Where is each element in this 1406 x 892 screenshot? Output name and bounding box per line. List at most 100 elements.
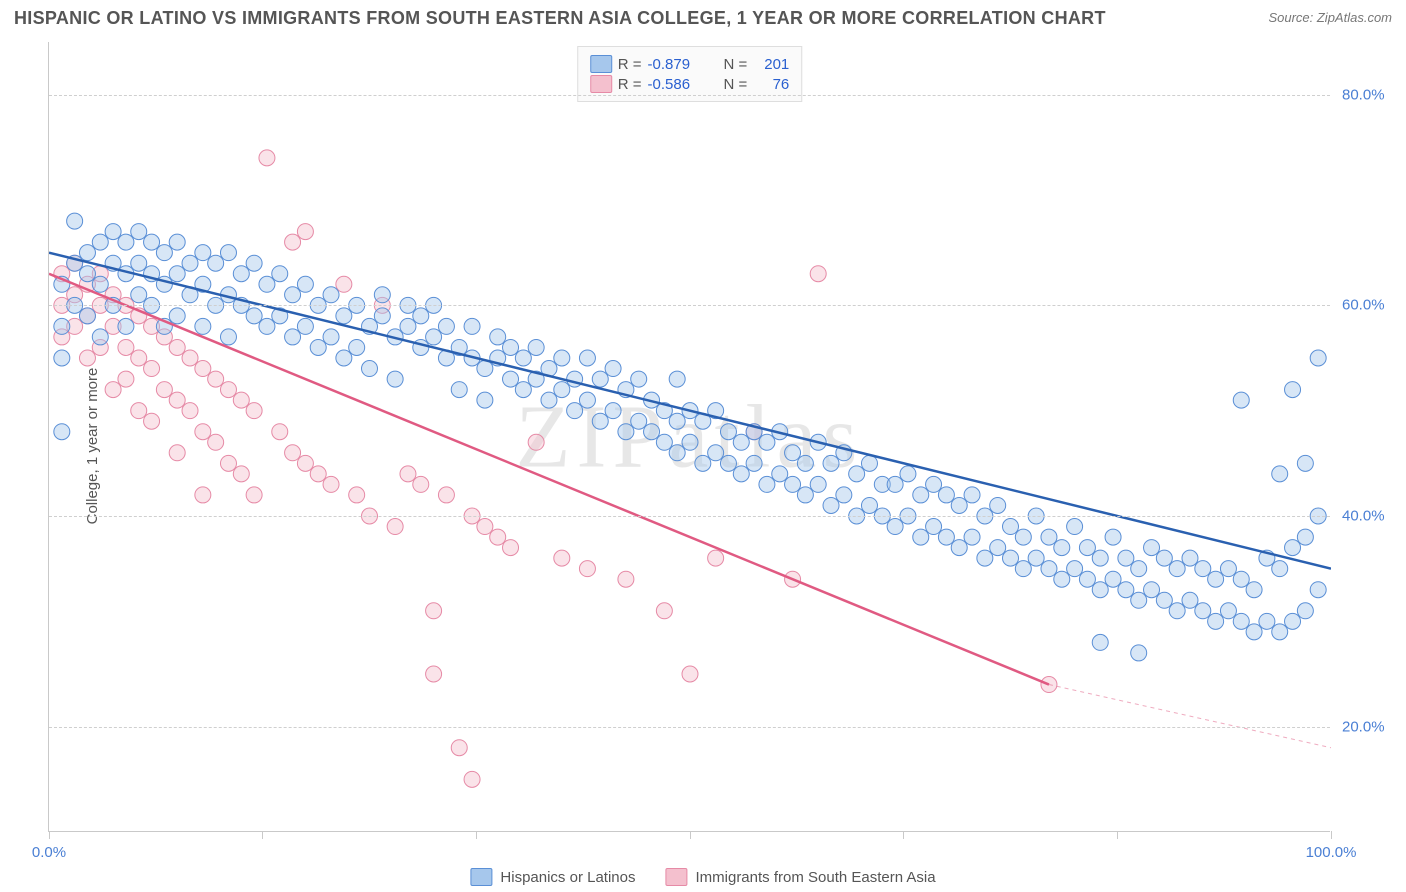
data-point — [1285, 613, 1301, 629]
data-point — [1003, 519, 1019, 535]
x-tick-label-left: 0.0% — [32, 844, 66, 861]
data-point — [695, 455, 711, 471]
data-point — [1054, 540, 1070, 556]
data-point — [169, 266, 185, 282]
data-point — [67, 213, 83, 229]
data-point — [426, 329, 442, 345]
gridline — [49, 95, 1330, 96]
source-label: Source: ZipAtlas.com — [1268, 10, 1392, 25]
data-point — [246, 308, 262, 324]
data-point — [297, 455, 313, 471]
data-point — [426, 603, 442, 619]
chart-title: HISPANIC OR LATINO VS IMMIGRANTS FROM SO… — [14, 8, 1106, 29]
data-point — [118, 371, 134, 387]
data-point — [79, 350, 95, 366]
data-point — [1246, 582, 1262, 598]
legend-r-value: -0.879 — [648, 56, 708, 73]
data-point — [105, 224, 121, 240]
data-point — [182, 403, 198, 419]
data-point — [785, 476, 801, 492]
data-point — [310, 466, 326, 482]
data-point — [1003, 550, 1019, 566]
x-tick — [262, 831, 263, 839]
y-tick-label: 20.0% — [1342, 718, 1385, 735]
data-point — [554, 550, 570, 566]
data-point — [1233, 613, 1249, 629]
data-point — [272, 266, 288, 282]
data-point — [220, 382, 236, 398]
data-point — [220, 455, 236, 471]
data-point — [118, 318, 134, 334]
data-point — [182, 255, 198, 271]
data-point — [208, 255, 224, 271]
data-point — [169, 234, 185, 250]
data-point — [105, 382, 121, 398]
data-point — [195, 424, 211, 440]
data-point — [259, 318, 275, 334]
legend-n-label: N = — [724, 76, 748, 93]
data-point — [131, 403, 147, 419]
data-point — [579, 350, 595, 366]
data-point — [644, 424, 660, 440]
data-point — [362, 361, 378, 377]
data-point — [336, 276, 352, 292]
data-point — [374, 308, 390, 324]
data-point — [1105, 571, 1121, 587]
data-point — [503, 339, 519, 355]
data-point — [400, 466, 416, 482]
data-point — [310, 339, 326, 355]
data-point — [720, 424, 736, 440]
data-point — [1310, 350, 1326, 366]
data-point — [926, 476, 942, 492]
data-point — [1220, 561, 1236, 577]
data-point — [131, 224, 147, 240]
data-point — [503, 540, 519, 556]
data-point — [464, 318, 480, 334]
data-point — [579, 561, 595, 577]
data-point — [233, 392, 249, 408]
legend-swatch — [590, 55, 612, 73]
data-point — [631, 413, 647, 429]
data-point — [246, 255, 262, 271]
data-point — [387, 371, 403, 387]
data-point — [759, 476, 775, 492]
data-point — [1208, 613, 1224, 629]
data-point — [1169, 561, 1185, 577]
data-point — [451, 382, 467, 398]
gridline — [49, 727, 1330, 728]
data-point — [233, 266, 249, 282]
data-point — [413, 476, 429, 492]
data-point — [1041, 561, 1057, 577]
data-point — [785, 445, 801, 461]
data-point — [400, 318, 416, 334]
data-point — [528, 339, 544, 355]
data-point — [259, 276, 275, 292]
gridline — [49, 305, 1330, 306]
data-point — [54, 318, 70, 334]
data-point — [182, 350, 198, 366]
data-point — [938, 487, 954, 503]
data-point — [1233, 571, 1249, 587]
data-point — [156, 245, 172, 261]
data-point — [54, 424, 70, 440]
data-point — [592, 371, 608, 387]
data-point — [656, 603, 672, 619]
data-point — [823, 455, 839, 471]
correlation-legend: R = -0.879N = 201 R = -0.586N = 76 — [577, 46, 803, 102]
data-point — [54, 350, 70, 366]
data-point — [849, 466, 865, 482]
data-point — [1028, 550, 1044, 566]
data-point — [528, 434, 544, 450]
data-point — [1272, 624, 1288, 640]
data-point — [759, 434, 775, 450]
data-point — [1297, 603, 1313, 619]
data-point — [541, 392, 557, 408]
data-point — [144, 234, 160, 250]
data-point — [387, 519, 403, 535]
x-tick — [1117, 831, 1118, 839]
data-point — [169, 308, 185, 324]
series-legend: Hispanics or LatinosImmigrants from Sout… — [470, 868, 935, 886]
data-point — [285, 287, 301, 303]
data-point — [131, 255, 147, 271]
data-point — [708, 445, 724, 461]
